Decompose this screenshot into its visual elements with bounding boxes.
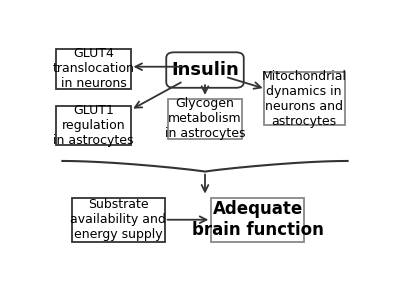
Text: Mitochondrial
dynamics in
neurons and
astrocytes: Mitochondrial dynamics in neurons and as…	[262, 70, 347, 128]
FancyBboxPatch shape	[56, 105, 131, 145]
FancyBboxPatch shape	[72, 198, 165, 242]
Text: GLUT1
regulation
in astrocytes: GLUT1 regulation in astrocytes	[53, 104, 134, 147]
FancyBboxPatch shape	[211, 198, 304, 242]
Text: Adequate
brain function: Adequate brain function	[192, 200, 324, 239]
FancyBboxPatch shape	[168, 99, 242, 139]
Text: Glycogen
metabolism
in astrocytes: Glycogen metabolism in astrocytes	[165, 97, 245, 140]
Text: Insulin: Insulin	[171, 61, 239, 79]
FancyBboxPatch shape	[264, 72, 344, 126]
FancyBboxPatch shape	[56, 49, 131, 89]
Text: Substrate
availability and
energy supply: Substrate availability and energy supply	[70, 198, 166, 241]
Text: GLUT4
translocation
in neurons: GLUT4 translocation in neurons	[52, 48, 134, 90]
FancyBboxPatch shape	[166, 52, 244, 88]
